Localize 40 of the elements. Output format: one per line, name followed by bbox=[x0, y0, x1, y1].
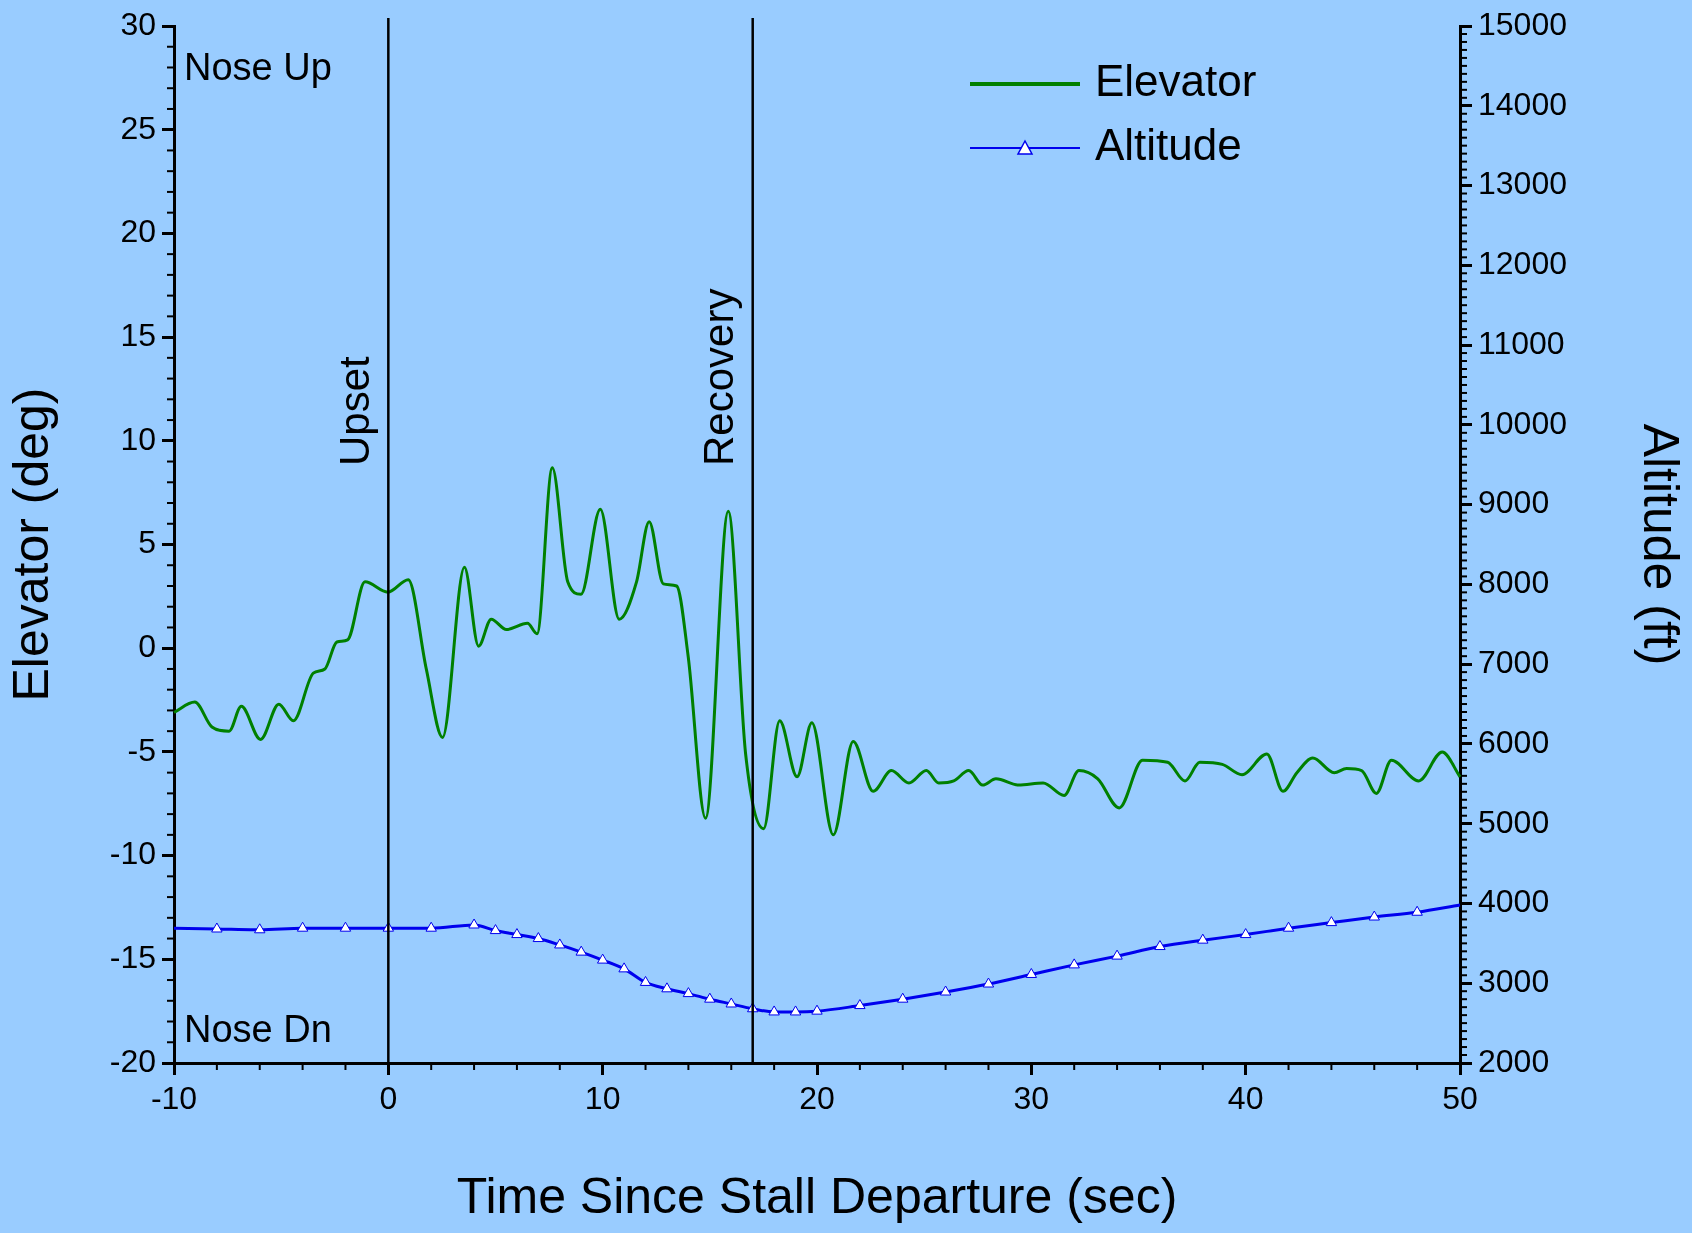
y2-tick-label: 14000 bbox=[1478, 85, 1567, 122]
y2-tick-label: 11000 bbox=[1478, 324, 1565, 361]
y2-tick-label: 8000 bbox=[1478, 564, 1550, 601]
y-tick-label: -10 bbox=[109, 835, 156, 872]
ref-line-label: Upset bbox=[330, 355, 378, 466]
y2-tick-label: 2000 bbox=[1478, 1042, 1550, 1079]
y-tick-label: 25 bbox=[120, 109, 156, 146]
y2-tick-label: 7000 bbox=[1478, 643, 1550, 680]
y-tick-label: -15 bbox=[109, 939, 156, 976]
y2-axis-title: Altitude (ft) bbox=[1633, 423, 1690, 666]
y2-tick-label: 13000 bbox=[1478, 165, 1567, 202]
legend-label: Altitude bbox=[1095, 120, 1242, 170]
y2-tick-label: 3000 bbox=[1478, 963, 1550, 1000]
legend-label: Elevator bbox=[1095, 56, 1257, 106]
y-tick-label: -5 bbox=[127, 731, 156, 768]
x-tick-label: 30 bbox=[1013, 1080, 1050, 1117]
y2-tick-label: 10000 bbox=[1478, 404, 1567, 441]
y2-tick-label: 6000 bbox=[1478, 723, 1550, 760]
annotation: Nose Dn bbox=[184, 1008, 332, 1051]
x-tick-label: 0 bbox=[379, 1080, 398, 1117]
x-tick-label: 10 bbox=[584, 1080, 621, 1117]
y-tick-label: 5 bbox=[138, 524, 156, 561]
y2-tick-label: 9000 bbox=[1478, 484, 1550, 521]
x-tick-label: 40 bbox=[1227, 1080, 1264, 1117]
ref-line-label: Recovery bbox=[695, 288, 743, 466]
y-tick-label: 15 bbox=[120, 316, 156, 353]
x-tick-label: 20 bbox=[799, 1080, 835, 1117]
x-axis-title: Time Since Stall Departure (sec) bbox=[456, 1167, 1178, 1224]
y-tick-label: 0 bbox=[138, 628, 156, 665]
y-tick-label: 30 bbox=[120, 5, 156, 42]
y2-tick-label: 12000 bbox=[1478, 245, 1567, 282]
y-tick-label: -20 bbox=[109, 1042, 156, 1079]
x-tick-label: 50 bbox=[1442, 1080, 1478, 1117]
y-tick-label: 20 bbox=[120, 213, 156, 250]
y2-tick-label: 5000 bbox=[1478, 803, 1550, 840]
y2-tick-label: 15000 bbox=[1478, 5, 1567, 42]
y-axis-title: Elevator (deg) bbox=[2, 387, 59, 702]
y-tick-label: 10 bbox=[120, 420, 156, 457]
y2-tick-label: 4000 bbox=[1478, 883, 1550, 920]
annotation: Nose Up bbox=[184, 46, 332, 89]
